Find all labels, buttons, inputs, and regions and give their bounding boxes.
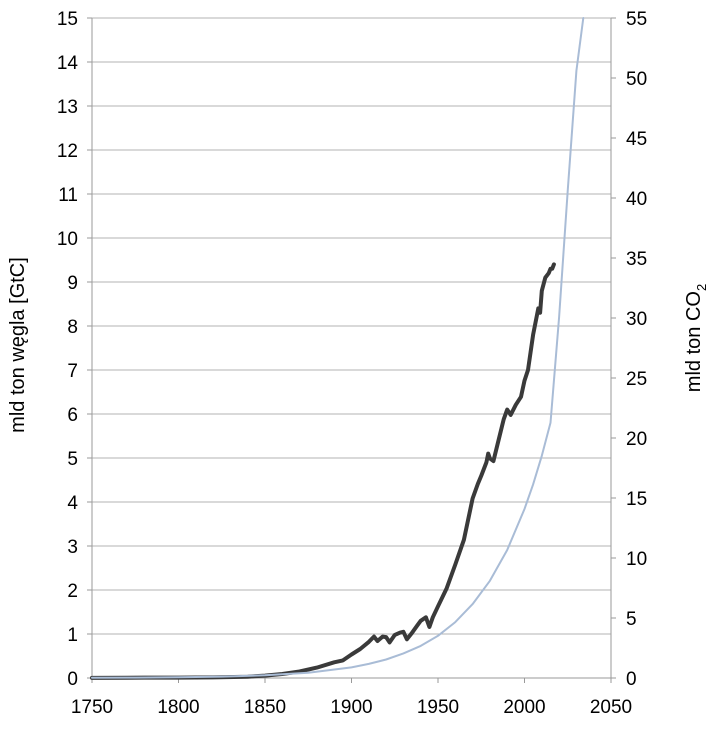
x-tick-label: 1900	[330, 697, 372, 718]
y-tick-label-right: 35	[626, 249, 647, 270]
series-line-trend	[91, 17, 585, 679]
x-tick-label: 1950	[417, 697, 459, 718]
y-tick-label-right: 10	[626, 549, 647, 570]
y-axis-title-left: mld ton węgla [GtC]	[7, 257, 29, 433]
y-axis-title-right-main: mld ton CO	[683, 291, 705, 392]
y-axis-title-right-subscript: 2	[694, 284, 709, 291]
y-tick-label-left: 1	[67, 625, 78, 646]
y-tick-label-left: 13	[57, 97, 78, 118]
y-tick-label-right: 55	[626, 9, 647, 30]
x-tick-label: 2000	[503, 697, 545, 718]
y-tick-label-left: 5	[67, 449, 78, 470]
y-tick-label-left: 3	[67, 537, 78, 558]
x-tick-label: 2050	[590, 697, 632, 718]
y-tick-label-right: 0	[626, 669, 637, 690]
gridlines	[92, 17, 611, 635]
y-tick-label-right: 30	[626, 309, 647, 330]
y-tick-label-left: 15	[57, 9, 78, 30]
y-tick-label-right: 40	[626, 189, 647, 210]
x-tick-label: 1850	[244, 697, 286, 718]
y-tick-label-right: 15	[626, 489, 647, 510]
y-tick-label-left: 7	[67, 361, 78, 382]
y-tick-label-left: 12	[57, 141, 78, 162]
series-line-observed	[90, 262, 556, 680]
y-tick-label-right: 25	[626, 369, 647, 390]
y-tick-label-right: 5	[626, 609, 637, 630]
y-tick-label-left: 2	[67, 581, 78, 602]
y-axis-title-right: mld ton CO2	[683, 284, 709, 392]
y-tick-label-left: 0	[67, 669, 78, 690]
y-tick-label-left: 8	[67, 317, 78, 338]
axes	[87, 17, 616, 683]
y-tick-label-right: 45	[626, 129, 647, 150]
y-tick-label-right: 50	[626, 69, 647, 90]
y-tick-label-left: 6	[67, 405, 78, 426]
tick-labels: 0123456789101112131415051015202530354045…	[57, 9, 647, 718]
y-tick-label-left: 10	[57, 229, 78, 250]
y-tick-label-left: 9	[67, 273, 78, 294]
x-tick-label: 1750	[71, 697, 113, 718]
x-tick-label: 1800	[157, 697, 199, 718]
y-tick-label-left: 11	[58, 185, 78, 206]
y-tick-label-right: 20	[626, 429, 647, 450]
y-tick-label-left: 14	[57, 53, 79, 74]
series-lines	[90, 17, 585, 680]
y-tick-label-left: 4	[67, 493, 78, 514]
